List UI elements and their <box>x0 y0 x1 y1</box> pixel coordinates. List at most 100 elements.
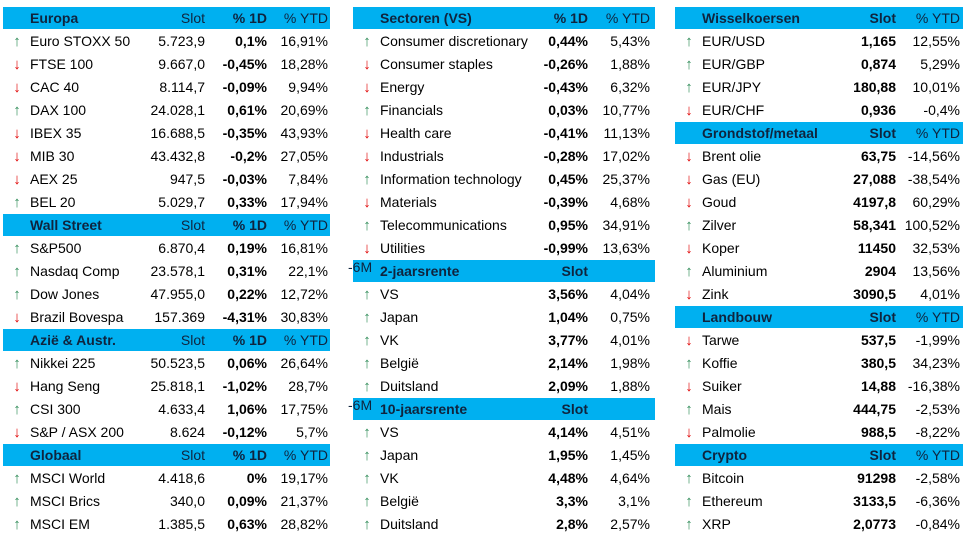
row-name: VS <box>380 424 399 440</box>
section-title: Wall Street <box>30 217 102 233</box>
table-row: ↑ Nikkei 225 50.523,5 0,06% 26,64% <box>3 352 330 375</box>
ytd-value: 4,64% <box>610 470 650 486</box>
row-name: Mais <box>702 401 732 417</box>
section-title: Landbouw <box>702 309 772 325</box>
slot-value: 1,165 <box>860 33 896 49</box>
ytd-value: -0,4% <box>923 102 960 118</box>
arrow-up-icon: ↑ <box>363 424 371 441</box>
change-1d: -0,99% <box>543 240 588 256</box>
ytd-value: 4,51% <box>610 424 650 440</box>
section-title: Azië & Austr. <box>30 332 116 348</box>
column-header: % YTD <box>915 309 960 325</box>
section-title: 2-jaarsrente <box>380 263 460 279</box>
slot-value: 58,341 <box>853 217 896 233</box>
row-name: Materials <box>380 194 437 210</box>
table-row: ↑ Koffie 380,5 34,23% <box>675 352 963 375</box>
ytd-value: 1,98% <box>610 355 650 371</box>
column-header: % 1D <box>232 332 267 348</box>
column-header: % YTD <box>283 217 328 233</box>
table-row: ↓ S&P / ASX 200 8.624 -0,12% 5,7% <box>3 421 330 444</box>
slot-value: 2,0773 <box>853 516 896 532</box>
change-1d: -0,28% <box>543 148 588 164</box>
ytd-value: 32,53% <box>912 240 960 256</box>
table-row: ↓ AEX 25 947,5 -0,03% 7,84% <box>3 168 330 191</box>
row-name: België <box>380 493 419 509</box>
table-row: ↑ MSCI World 4.418,6 0% 19,17% <box>3 467 330 490</box>
arrow-up-icon: ↑ <box>363 355 371 372</box>
row-name: Zink <box>702 286 729 302</box>
ytd-value: 13,63% <box>602 240 650 256</box>
table-row: ↑ MSCI EM 1.385,5 0,63% 28,82% <box>3 513 330 536</box>
table-row: ↑ Nasdaq Comp 23.578,1 0,31% 22,1% <box>3 260 330 283</box>
arrow-down-icon: ↓ <box>363 194 371 211</box>
table-row: ↑ MSCI Brics 340,0 0,09% 21,37% <box>3 490 330 513</box>
arrow-up-icon: ↑ <box>363 309 371 326</box>
row-name: Brent olie <box>702 148 762 164</box>
ytd-value: 22,1% <box>288 263 328 279</box>
section-title: Europa <box>30 10 79 26</box>
arrow-up-icon: ↑ <box>685 33 693 50</box>
arrow-up-icon: ↑ <box>685 263 693 280</box>
ytd-value: 7,84% <box>288 171 328 187</box>
change-1d: -0,39% <box>543 194 588 210</box>
column-header: Slot <box>180 10 205 26</box>
row-name: Zilver <box>702 217 737 233</box>
slot-value: 63,75 <box>860 148 896 164</box>
ytd-value: 27,05% <box>280 148 328 164</box>
row-name: Bitcoin <box>702 470 745 486</box>
table-row: ↓ Brazil Bovespa 157.369 -4,31% 30,83% <box>3 306 330 329</box>
table-row: ↓ Tarwe 537,5 -1,99% <box>675 329 963 352</box>
slot-value: 3133,5 <box>853 493 896 509</box>
row-name: FTSE 100 <box>30 56 94 72</box>
slot-value: 180,88 <box>853 79 896 95</box>
panel-sectors-rates: Sectoren (VS) % 1D % YTD ↑ Consumer discreti… <box>348 7 655 536</box>
arrow-up-icon: ↑ <box>363 102 371 119</box>
arrow-up-icon: ↑ <box>363 332 371 349</box>
row-name: EUR/GBP <box>702 56 766 72</box>
ytd-value: 1,88% <box>610 378 650 394</box>
row-name: Dow Jones <box>30 286 100 302</box>
change-1d: 0,1% <box>235 33 267 49</box>
ytd-value: 12,72% <box>280 286 328 302</box>
arrow-up-icon: ↑ <box>363 516 371 533</box>
row-name: Japan <box>380 309 419 325</box>
ytd-value: 3,1% <box>618 493 650 509</box>
arrow-down-icon: ↓ <box>13 171 21 188</box>
arrow-down-icon: ↓ <box>363 148 371 165</box>
section-header: Landbouw Slot % YTD <box>675 306 963 328</box>
ytd-value: 18,28% <box>280 56 328 72</box>
arrow-down-icon: ↓ <box>13 378 21 395</box>
panel-fx-commodities: Wisselkoersen Slot % YTD ↑ EUR/USD 1,165 12,55… <box>675 7 963 536</box>
table-row: ↓ Koper 11450 32,53% <box>675 237 963 260</box>
row-name: Koper <box>702 240 740 256</box>
table-row: ↓ Goud 4197,8 60,29% <box>675 191 963 214</box>
table-row: ↓ Industrials -0,28% 17,02% <box>353 145 655 168</box>
ytd-value: 34,91% <box>602 217 650 233</box>
row-name: MSCI World <box>30 470 106 486</box>
ytd-value: 25,37% <box>602 171 650 187</box>
table-row: ↑ Duitsland 2,8% 2,57% <box>353 513 655 536</box>
slot-value: 6.870,4 <box>158 240 205 256</box>
arrow-up-icon: ↑ <box>363 493 371 510</box>
arrow-down-icon: ↓ <box>685 148 693 165</box>
row-name: Financials <box>380 102 444 118</box>
slot-value: 3,3% <box>556 493 588 509</box>
table-row: ↑ Duitsland 2,09% 1,88% <box>353 375 655 398</box>
ytd-value: 1,45% <box>610 447 650 463</box>
ytd-value: 16,81% <box>280 240 328 256</box>
arrow-up-icon: ↑ <box>363 33 371 50</box>
section-header: Azië & Austr. Slot % 1D % YTD <box>3 329 330 351</box>
section-header: 10-jaarsrente Slot -6M <box>348 397 655 420</box>
row-name: Nasdaq Comp <box>30 263 120 279</box>
column-header: % YTD <box>915 10 960 26</box>
slot-value: 4197,8 <box>853 194 896 210</box>
arrow-down-icon: ↓ <box>685 378 693 395</box>
slot-value: 23.578,1 <box>150 263 206 279</box>
table-row: ↓ MIB 30 43.432,8 -0,2% 27,05% <box>3 145 330 168</box>
arrow-down-icon: ↓ <box>13 79 21 96</box>
row-name: CSI 300 <box>30 401 81 417</box>
arrow-up-icon: ↑ <box>13 240 21 257</box>
row-name: IBEX 35 <box>30 125 82 141</box>
column-header: % YTD <box>283 10 328 26</box>
slot-value: 537,5 <box>860 332 896 348</box>
